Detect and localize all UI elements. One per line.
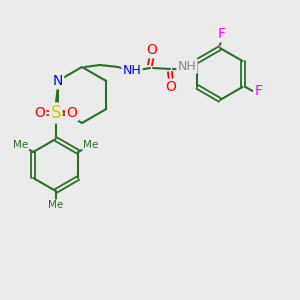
Text: NH: NH (178, 59, 196, 73)
Text: NH: NH (123, 64, 141, 76)
Text: O: O (147, 43, 158, 57)
Text: F: F (218, 27, 226, 41)
Text: N: N (52, 74, 63, 88)
Text: S: S (50, 104, 61, 122)
Text: F: F (254, 84, 262, 98)
Text: O: O (34, 106, 45, 120)
Text: O: O (166, 80, 176, 94)
Text: Me: Me (48, 200, 63, 210)
Text: Me: Me (83, 140, 98, 150)
Text: Me: Me (14, 140, 29, 150)
Text: O: O (66, 106, 77, 120)
